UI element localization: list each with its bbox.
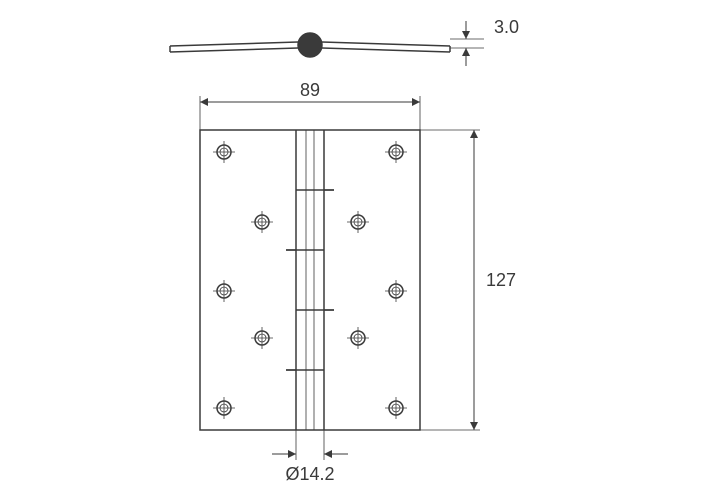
dim-thickness: 3.0 <box>494 17 519 37</box>
hinge-technical-drawing: 3.0 89 127 Ø14.2 <box>0 0 720 504</box>
dim-width: 89 <box>300 80 320 100</box>
dim-knuckle-dia: Ø14.2 <box>285 464 334 484</box>
dim-height: 127 <box>486 270 516 290</box>
